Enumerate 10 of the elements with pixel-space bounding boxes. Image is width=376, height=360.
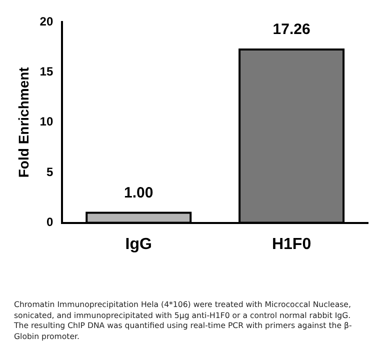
y-tick-label: 20 — [40, 14, 54, 28]
y-tick-label: 10 — [40, 114, 54, 129]
x-tick-label: IgG — [125, 236, 152, 253]
data-label: 17.26 — [272, 21, 310, 38]
y-tick-label: 15 — [40, 64, 54, 79]
y-tick-label: 0 — [46, 215, 54, 230]
data-label: 1.00 — [124, 184, 154, 202]
x-tick-label: H1F0 — [272, 236, 312, 253]
y-axis-title: Fold Enrichment — [15, 66, 32, 178]
y-tick-label: 5 — [46, 164, 54, 179]
